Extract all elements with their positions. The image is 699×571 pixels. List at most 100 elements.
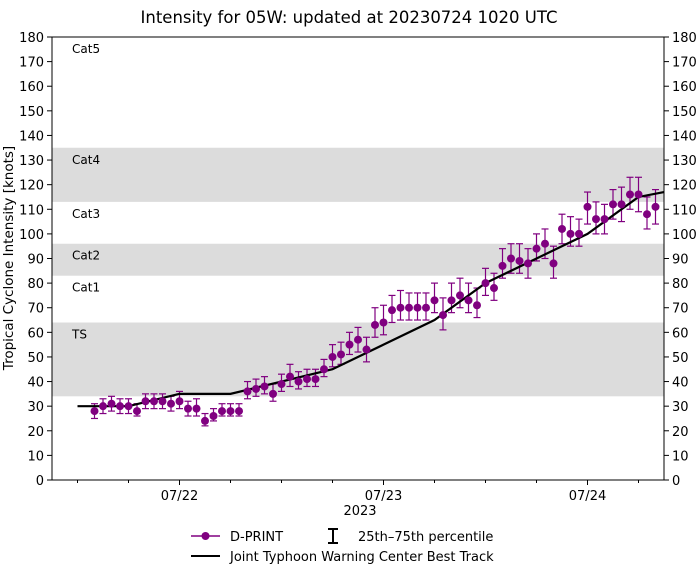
y-tick-label: 120 (19, 179, 44, 194)
dprint-point (167, 399, 175, 408)
dprint-point (405, 303, 413, 312)
dprint-point (532, 244, 541, 253)
dprint-point (175, 397, 184, 406)
y-tick-label-right: 70 (672, 302, 689, 317)
dprint-point (192, 404, 201, 413)
dprint-point (354, 335, 362, 344)
band-label-cat5: Cat5 (72, 42, 100, 56)
y-tick-label: 70 (27, 302, 44, 317)
y-tick-label: 80 (27, 277, 44, 292)
y-tick-label: 50 (27, 351, 44, 366)
dprint-point (252, 384, 260, 393)
dprint-point (634, 190, 643, 199)
dprint-point (643, 210, 651, 219)
dprint-point (243, 387, 252, 396)
dprint-point (524, 259, 532, 268)
y-axis-left: 0 10 20 30 40 50 60 70 80 90 100 110 120 130 140 150 160… (19, 31, 52, 489)
y-tick-label-right: 60 (672, 326, 689, 341)
dprint-point (592, 215, 600, 224)
dprint-point (447, 296, 456, 305)
y-tick-label-right: 160 (672, 80, 697, 95)
dprint-point (337, 350, 345, 359)
dprint-point (498, 261, 507, 270)
y-tick-label: 170 (19, 56, 44, 71)
dprint-point (294, 377, 303, 386)
y-tick-label: 180 (19, 31, 44, 46)
dprint-point (260, 382, 269, 391)
y-tick-label-right: 180 (672, 31, 697, 46)
band-cat4 (52, 147, 664, 202)
dprint-point (150, 397, 158, 406)
y-tick-label: 100 (19, 228, 44, 243)
dprint-point (439, 311, 447, 320)
dprint-point (413, 303, 422, 312)
dprint-point (158, 397, 167, 406)
band-label-cat2: Cat2 (72, 249, 100, 263)
dprint-point (456, 291, 464, 300)
dprint-point (133, 407, 141, 416)
y-tick-label-right: 100 (672, 228, 697, 243)
dprint-point (184, 404, 192, 413)
dprint-point (549, 259, 558, 268)
y-tick-label: 90 (27, 253, 44, 268)
x-axis: 07/22 07/23 07/24 (77, 480, 639, 504)
dprint-point (107, 399, 116, 408)
dprint-point (371, 320, 379, 329)
dprint-point (124, 402, 133, 411)
dprint-point (218, 407, 226, 416)
x-tick-label: 07/22 (161, 489, 198, 504)
dprint-point (430, 296, 439, 305)
dprint-point (201, 416, 209, 425)
dprint-point (558, 224, 566, 233)
y-tick-label: 110 (19, 203, 44, 218)
legend-dprint-marker (201, 532, 210, 540)
y-tick-label-right: 40 (672, 376, 689, 391)
y-tick-label-right: 140 (672, 129, 697, 144)
dprint-points (90, 190, 660, 425)
y-tick-label-right: 80 (672, 277, 689, 292)
dprint-point (345, 340, 354, 349)
band-cat2 (52, 243, 664, 276)
y-tick-label: 60 (27, 326, 44, 341)
band-label-cat1: Cat1 (72, 281, 100, 295)
dprint-point (617, 200, 626, 209)
dprint-point (379, 318, 388, 327)
y-axis-right: 0 10 20 30 40 50 60 70 80 90 100 110 120 130 140 150 160… (664, 31, 697, 489)
y-tick-label-right: 30 (672, 400, 689, 415)
y-axis-label: Tropical Cyclone Intensity [knots] (1, 146, 17, 371)
y-tick-label: 10 (27, 449, 44, 464)
best-track-line (77, 190, 665, 408)
dprint-point (141, 397, 150, 406)
chart-title: Intensity for 05W: updated at 20230724 1… (141, 8, 558, 27)
y-tick-label: 150 (19, 105, 44, 120)
y-tick-label: 0 (36, 474, 44, 489)
dprint-point (566, 229, 575, 238)
dprint-point (226, 407, 235, 416)
dprint-point (116, 402, 124, 411)
band-label-ts: TS (71, 327, 87, 341)
legend-dprint-label: D-PRINT (230, 530, 283, 545)
dprint-point (541, 239, 549, 248)
legend-percentile-label: 25th–75th percentile (358, 530, 493, 545)
dprint-point (473, 301, 481, 310)
dprint-point (209, 412, 218, 421)
dprint-point (626, 190, 634, 199)
dprint-point (320, 365, 328, 374)
x-axis-label: 2023 (343, 504, 376, 519)
dprint-point (507, 254, 515, 263)
dprint-point (90, 407, 99, 416)
dprint-point (575, 229, 583, 238)
dprint-point (388, 306, 396, 315)
y-tick-label-right: 90 (672, 253, 689, 268)
y-tick-label-right: 130 (672, 154, 697, 169)
dprint-point (311, 375, 320, 384)
plot-frame (51, 36, 665, 481)
y-tick-label-right: 10 (672, 449, 689, 464)
dprint-point (600, 215, 609, 224)
dprint-point (99, 402, 107, 411)
dprint-point (303, 375, 311, 384)
dprint-point (583, 202, 592, 211)
dprint-point (286, 372, 294, 381)
y-tick-label: 160 (19, 80, 44, 95)
y-tick-label-right: 0 (672, 474, 680, 489)
